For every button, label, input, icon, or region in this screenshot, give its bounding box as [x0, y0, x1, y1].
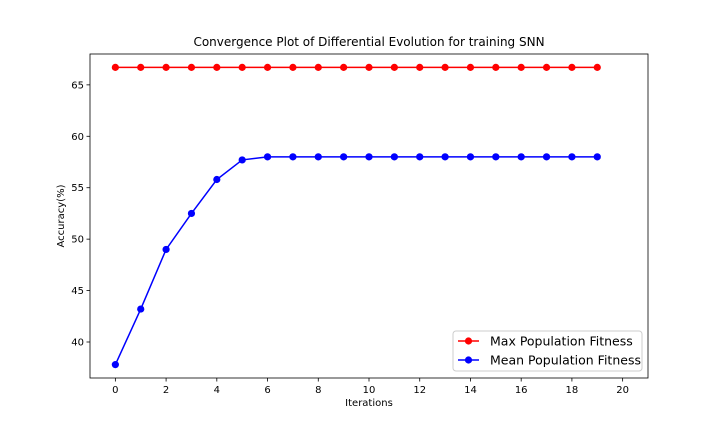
data-point-max-population-fitness: [441, 63, 449, 71]
data-point-max-population-fitness: [492, 63, 500, 71]
y-axis: 40 45 50 55 60 65: [71, 80, 90, 349]
data-point-max-population-fitness: [111, 63, 119, 71]
legend-label: Max Population Fitness: [490, 334, 633, 349]
data-point-mean-population-fitness: [568, 153, 576, 161]
data-point-mean-population-fitness: [111, 361, 119, 369]
data-point-max-population-fitness: [289, 63, 297, 71]
data-point-max-population-fitness: [568, 63, 576, 71]
data-point-max-population-fitness: [593, 63, 601, 71]
legend-box: [452, 330, 643, 372]
data-point-mean-population-fitness: [187, 209, 196, 218]
y-axis-title: Accuracy(%): [56, 184, 67, 247]
data-point-mean-population-fitness: [466, 153, 475, 161]
legend: Max Population Fitness Mean Population Fi…: [452, 330, 643, 372]
data-point-max-population-fitness: [263, 63, 272, 71]
y-tick-label: 60: [71, 132, 84, 143]
y-tick-label: 65: [71, 80, 84, 91]
data-point-mean-population-fitness: [390, 153, 398, 161]
x-tick-label: 16: [515, 385, 528, 396]
data-point-mean-population-fitness: [162, 245, 170, 254]
data-point-max-population-fitness: [517, 63, 525, 71]
data-point-max-population-fitness: [340, 63, 348, 71]
data-point-mean-population-fitness: [137, 305, 145, 313]
x-axis-title: Iterations: [345, 398, 393, 409]
data-point-mean-population-fitness: [263, 153, 272, 161]
x-tick-label: 18: [566, 385, 579, 396]
legend-label: Mean Population Fitness: [490, 353, 641, 368]
x-tick-label: 4: [214, 385, 220, 396]
data-point-mean-population-fitness: [213, 175, 221, 184]
x-tick-label: 20: [616, 385, 629, 396]
plot-frame: [89, 53, 649, 379]
data-point-max-population-fitness: [213, 63, 221, 71]
series-line-mean-population-fitness: [114, 156, 598, 365]
y-tick-label: 55: [71, 183, 84, 194]
data-point-max-population-fitness: [390, 63, 398, 71]
y-tick-label: 45: [71, 286, 84, 297]
x-tick-label: 12: [413, 385, 426, 396]
data-point-mean-population-fitness: [542, 153, 551, 161]
data-point-max-population-fitness: [365, 63, 373, 71]
x-tick-label: 2: [163, 385, 169, 396]
data-point-mean-population-fitness: [492, 153, 500, 161]
data-point-max-population-fitness: [466, 63, 475, 71]
legend-marker: [464, 337, 473, 345]
x-tick-label: 6: [264, 385, 270, 396]
data-point-mean-population-fitness: [416, 153, 424, 161]
x-axis: 0 2 4 6 8 10 12 14 16 18 20: [112, 378, 629, 396]
y-tick-label: 50: [71, 235, 84, 246]
data-point-mean-population-fitness: [289, 153, 297, 161]
x-tick-label: 10: [363, 385, 376, 396]
data-point-mean-population-fitness: [441, 153, 449, 161]
data-point-max-population-fitness: [238, 63, 246, 71]
data-point-mean-population-fitness: [517, 153, 525, 161]
data-point-mean-population-fitness: [365, 153, 373, 161]
data-point-mean-population-fitness: [340, 153, 348, 161]
data-point-max-population-fitness: [542, 63, 551, 71]
legend-marker: [464, 356, 473, 364]
x-tick-label: 8: [315, 385, 321, 396]
y-tick-label: 40: [71, 338, 84, 349]
plot-layer: [111, 63, 601, 369]
data-point-max-population-fitness: [314, 63, 322, 71]
x-tick-label: 0: [112, 385, 118, 396]
data-point-max-population-fitness: [416, 63, 424, 71]
data-point-max-population-fitness: [137, 63, 145, 71]
chart-title: Convergence Plot of Differential Evoluti…: [193, 35, 544, 49]
data-point-mean-population-fitness: [314, 153, 322, 161]
data-point-max-population-fitness: [162, 63, 170, 71]
x-tick-label: 14: [464, 385, 477, 396]
data-point-mean-population-fitness: [593, 153, 601, 161]
data-point-max-population-fitness: [187, 63, 196, 71]
data-point-mean-population-fitness: [238, 156, 246, 164]
